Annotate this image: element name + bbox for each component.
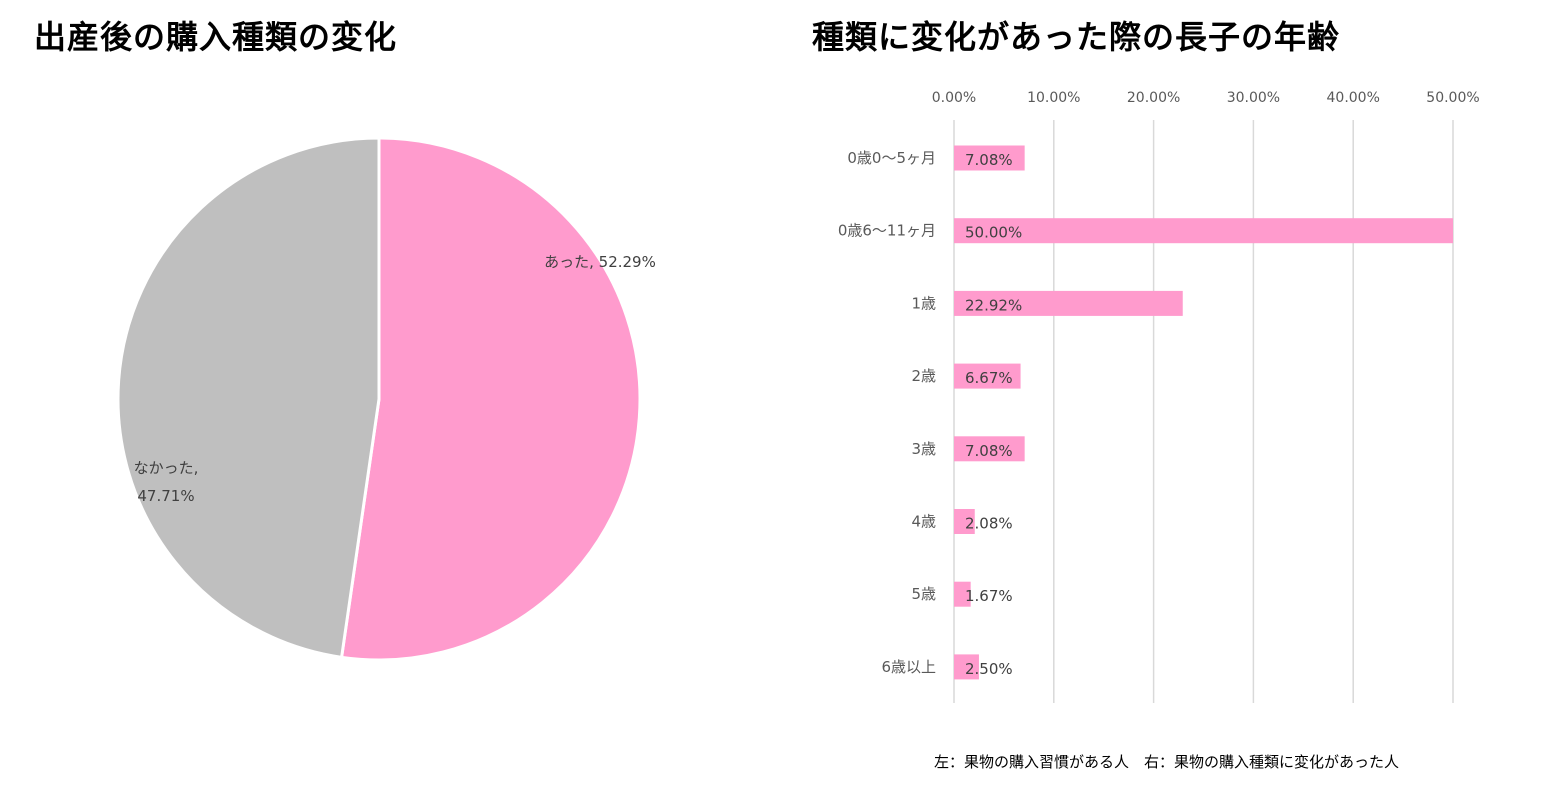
bar: [954, 581, 971, 607]
category-label: 0歳6〜11ヶ月: [838, 222, 936, 240]
bar: [954, 509, 975, 534]
category-label: 6歳以上: [881, 658, 936, 676]
bar-value-label: 2.08%: [965, 515, 1013, 533]
x-tick-label: 30.00%: [1227, 90, 1280, 106]
pie-data-label: あった, 52.29%: [544, 253, 656, 271]
bar-chart-title: 種類に変化があった際の長子の年齢: [812, 18, 1341, 56]
bar: [954, 363, 1021, 389]
bar-value-label: 7.08%: [965, 151, 1013, 169]
pie-chart-title: 出産後の購入種類の変化: [34, 18, 398, 56]
bar: [954, 218, 1453, 244]
bar-chart: 0.00% 10.00% 20.00% 30.00% 40.00% 50.00% 0歳0〜…: [838, 90, 1480, 703]
x-tick-label: 40.00%: [1327, 90, 1380, 106]
category-label: 5歳: [911, 585, 936, 603]
category-label: 4歳: [911, 513, 936, 531]
category-label: 2歳: [911, 367, 936, 385]
bar: [954, 145, 1025, 171]
pie-data-label-value: 47.71%: [137, 487, 194, 505]
pie-data-label-name: なかった,: [134, 459, 199, 477]
x-tick-label: 0.00%: [932, 90, 976, 106]
bar: [954, 290, 1183, 316]
pie-slices: [116, 136, 642, 662]
pie-slice-atta: [339, 136, 642, 662]
footnote: 左：果物の購入習慣がある人 右：果物の購入種類に変化があった人: [934, 753, 1400, 771]
bar-value-label: 22.92%: [965, 296, 1022, 314]
category-label: 1歳: [911, 294, 936, 312]
bar-x-tick-labels: 0.00% 10.00% 20.00% 30.00% 40.00% 50.00%: [932, 90, 1480, 106]
bar: [954, 654, 979, 680]
category-label: 3歳: [911, 440, 936, 458]
pie-chart: あった, 52.29% なかった, 47.71%: [116, 136, 656, 662]
x-tick-label: 50.00%: [1426, 90, 1479, 106]
bar-bars: [954, 145, 1453, 680]
bar-value-label: 6.67%: [965, 369, 1013, 387]
bar-gridlines: [953, 120, 1454, 703]
bar-value-label: 50.00%: [965, 224, 1022, 242]
pie-slice-nakatta: [116, 136, 381, 660]
bar-value-label: 7.08%: [965, 442, 1013, 460]
bar-value-label: 2.50%: [965, 660, 1013, 678]
pie-labels: あった, 52.29% なかった, 47.71%: [134, 253, 656, 505]
bar: [954, 436, 1025, 462]
category-label: 0歳0〜5ヶ月: [847, 149, 936, 167]
x-tick-label: 10.00%: [1027, 90, 1080, 106]
x-tick-label: 20.00%: [1127, 90, 1180, 106]
bar-category-labels: 0歳0〜5ヶ月 0歳6〜11ヶ月 1歳 2歳 3歳 4歳 5歳 6歳以上: [838, 149, 936, 676]
bar-value-labels: 7.08% 50.00% 22.92% 6.67% 7.08% 2.08% 1.67% 2.5…: [965, 151, 1022, 678]
bar-value-label: 1.67%: [965, 587, 1013, 605]
